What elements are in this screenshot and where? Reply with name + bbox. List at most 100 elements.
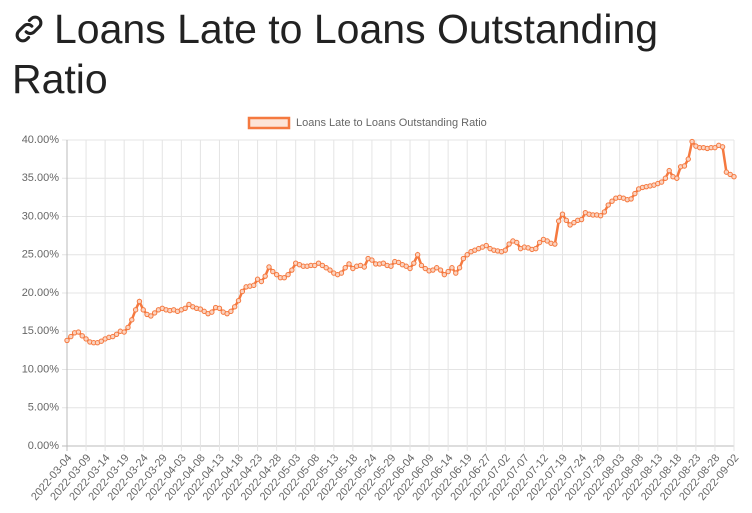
data-point	[129, 317, 135, 323]
data-point	[79, 333, 85, 339]
y-tick-label: 25.00%	[22, 249, 60, 261]
data-point	[456, 265, 463, 271]
data-point	[289, 267, 295, 273]
data-point	[662, 175, 669, 181]
data-point	[605, 202, 611, 208]
data-point	[148, 313, 154, 319]
data-point	[132, 307, 139, 313]
legend-label: Loans Late to Loans Outstanding Ratio	[296, 117, 487, 129]
data-point	[674, 175, 680, 181]
data-point	[327, 267, 333, 273]
data-point	[281, 275, 287, 281]
data-point	[228, 308, 234, 315]
data-point	[285, 271, 291, 278]
y-tick-label: 35.00%	[22, 172, 60, 184]
data-point	[83, 336, 89, 342]
data-point	[346, 261, 352, 267]
data-point	[571, 219, 577, 226]
data-point	[506, 241, 512, 247]
y-tick-label: 40.00%	[22, 134, 60, 146]
data-point	[514, 239, 520, 246]
data-point	[266, 264, 272, 270]
data-point	[232, 304, 238, 310]
data-point	[666, 167, 672, 174]
data-point	[182, 305, 188, 311]
data-point	[254, 276, 261, 282]
data-point	[552, 241, 558, 247]
data-point	[151, 310, 158, 316]
data-point	[411, 260, 417, 266]
data-point	[430, 267, 436, 273]
data-point	[361, 264, 367, 270]
data-point	[483, 242, 489, 249]
data-point	[224, 310, 230, 317]
link-icon[interactable]	[12, 12, 46, 46]
data-point	[121, 329, 127, 335]
data-point	[258, 278, 265, 285]
data-point	[434, 265, 440, 271]
data-point	[449, 265, 455, 271]
data-point	[437, 267, 444, 273]
data-point	[251, 282, 257, 289]
title-text: Loans Late to Loans Outstanding Ratio	[12, 6, 659, 102]
data-point	[319, 262, 326, 269]
data-point	[209, 309, 215, 315]
data-point	[273, 271, 280, 278]
data-point	[536, 239, 543, 246]
data-point	[658, 179, 665, 185]
data-point	[567, 222, 573, 228]
data-point	[685, 156, 691, 162]
data-point	[445, 268, 451, 275]
data-point	[262, 273, 268, 279]
data-point	[186, 301, 192, 308]
legend-item: Loans Late to Loans Outstanding Ratio	[247, 116, 487, 130]
data-point	[113, 331, 120, 338]
data-point	[464, 252, 470, 258]
data-point	[453, 270, 459, 276]
data-point	[388, 263, 394, 269]
data-point	[338, 270, 345, 276]
data-point	[632, 190, 638, 197]
data-point	[578, 216, 585, 223]
data-point	[369, 257, 375, 263]
data-point	[350, 265, 356, 272]
data-point	[323, 265, 329, 271]
data-point	[563, 217, 569, 224]
series-line	[66, 138, 735, 344]
data-point	[414, 252, 421, 258]
data-point	[460, 255, 467, 262]
data-point	[201, 308, 207, 315]
data-point	[597, 213, 604, 219]
data-point	[689, 138, 695, 145]
data-point	[136, 298, 143, 305]
data-point	[216, 305, 223, 311]
y-tick-label: 30.00%	[22, 210, 60, 222]
y-tick-label: 5.00%	[28, 402, 59, 414]
data-point	[403, 263, 409, 269]
data-point	[712, 144, 718, 151]
data-point	[110, 333, 116, 340]
data-point	[380, 260, 387, 266]
data-point	[727, 171, 733, 178]
data-point	[681, 163, 688, 169]
data-point	[601, 209, 608, 215]
data-point	[315, 260, 322, 266]
data-point	[422, 265, 428, 272]
data-point	[555, 218, 562, 224]
data-point	[533, 245, 539, 252]
data-point	[441, 271, 448, 278]
data-point	[270, 268, 276, 275]
y-tick-label: 10.00%	[22, 363, 60, 375]
data-point	[197, 306, 204, 312]
data-point	[719, 144, 726, 150]
page-title: Loans Late to Loans Outstanding Ratio	[12, 4, 702, 104]
y-tick-label: 20.00%	[22, 287, 60, 299]
data-point	[140, 307, 146, 313]
data-point	[98, 338, 105, 344]
data-point	[395, 259, 402, 266]
data-point	[235, 297, 242, 304]
data-point	[559, 211, 566, 217]
data-point	[731, 174, 737, 180]
data-point	[502, 247, 509, 253]
